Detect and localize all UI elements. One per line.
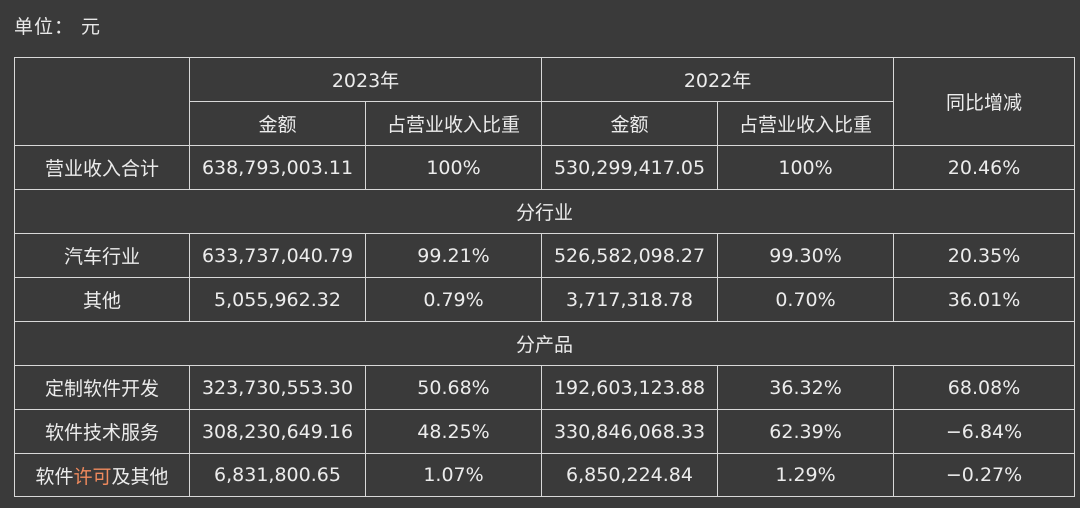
cell-amount-2023: 323,730,553.30 [189,365,366,410]
cell-amount-2023: 6,831,800.65 [189,453,366,497]
cell-amount-2022: 526,582,098.27 [541,233,719,278]
row-label: 汽车行业 [14,233,190,278]
unit-label: 单位： 元 [14,16,102,38]
row-label: 软件许可及其他 [14,453,190,497]
cell-yoy: −0.27% [893,453,1076,497]
cell-amount-2022: 3,717,318.78 [541,277,719,322]
section-title-industry: 分行业 [13,189,1076,234]
row-label: 软件技术服务 [14,409,190,454]
section-row-industry: 分行业 [13,189,1076,234]
cell-yoy: −6.84% [893,409,1076,454]
cell-yoy: 20.35% [893,233,1076,278]
cell-share-2023: 99.21% [364,233,543,278]
table-row: 汽车行业 633,737,040.79 99.21% 526,582,098.2… [14,233,1076,278]
revenue-breakdown-table: 2023年 2022年 同比增减 金额 占营业收入比重 金额 占营业收入比重 营… [13,57,1076,497]
table-row: 软件许可及其他 6,831,800.65 1.07% 6,850,224.84 … [14,453,1076,497]
table-row: 定制软件开发 323,730,553.30 50.68% 192,603,123… [14,365,1076,410]
cell-yoy: 36.01% [893,277,1076,322]
header-amount-2022: 金额 [541,101,719,146]
header-share-2023: 占营业收入比重 [364,101,543,146]
row-label-prefix: 软件 [35,465,74,488]
cell-share-2022: 1.29% [717,453,895,497]
header-row-years: 2023年 2022年 同比增减 [14,57,1076,146]
cell-amount-2022: 6,850,224.84 [541,453,719,497]
row-label: 定制软件开发 [14,365,190,410]
cell-amount-2023: 308,230,649.16 [189,409,366,454]
row-label-suffix: 及其他 [111,465,169,488]
cell-share-2023: 48.25% [364,409,543,454]
cell-share-2022: 100% [717,145,895,190]
header-corner-cell [14,57,190,146]
cell-share-2022: 36.32% [717,365,895,410]
header-share-2022: 占营业收入比重 [717,101,895,146]
revenue-table-container: 2023年 2022年 同比增减 金额 占营业收入比重 金额 占营业收入比重 营… [13,57,1076,497]
cell-share-2022: 99.30% [717,233,895,278]
cell-yoy: 68.08% [893,365,1076,410]
cell-amount-2023: 633,737,040.79 [189,233,366,278]
header-yoy: 同比增减 [893,57,1076,146]
cell-share-2022: 62.39% [717,409,895,454]
cell-amount-2022: 330,846,068.33 [541,409,719,454]
row-label-highlight: 许可 [73,465,112,488]
section-title-product: 分产品 [13,321,1076,366]
row-label: 营业收入合计 [14,145,190,190]
cell-share-2023: 1.07% [364,453,543,497]
table-row: 软件技术服务 308,230,649.16 48.25% 330,846,068… [14,409,1076,454]
header-amount-2023: 金额 [189,101,366,146]
cell-amount-2022: 192,603,123.88 [541,365,719,410]
row-label: 其他 [14,277,190,322]
cell-amount-2023: 5,055,962.32 [189,277,366,322]
cell-yoy: 20.46% [893,145,1076,190]
header-year-2022: 2022年 [541,57,895,102]
table-row: 其他 5,055,962.32 0.79% 3,717,318.78 0.70%… [14,277,1076,322]
cell-amount-2022: 530,299,417.05 [541,145,719,190]
cell-share-2023: 100% [364,145,543,190]
cell-share-2023: 50.68% [364,365,543,410]
cell-share-2023: 0.79% [364,277,543,322]
cell-amount-2023: 638,793,003.11 [189,145,366,190]
cell-share-2022: 0.70% [717,277,895,322]
section-row-product: 分产品 [13,321,1076,366]
header-row-metrics: 金额 占营业收入比重 金额 占营业收入比重 [15,101,1075,146]
header-year-2023: 2023年 [188,57,543,102]
table-row-total: 营业收入合计 638,793,003.11 100% 530,299,417.0… [14,145,1076,190]
